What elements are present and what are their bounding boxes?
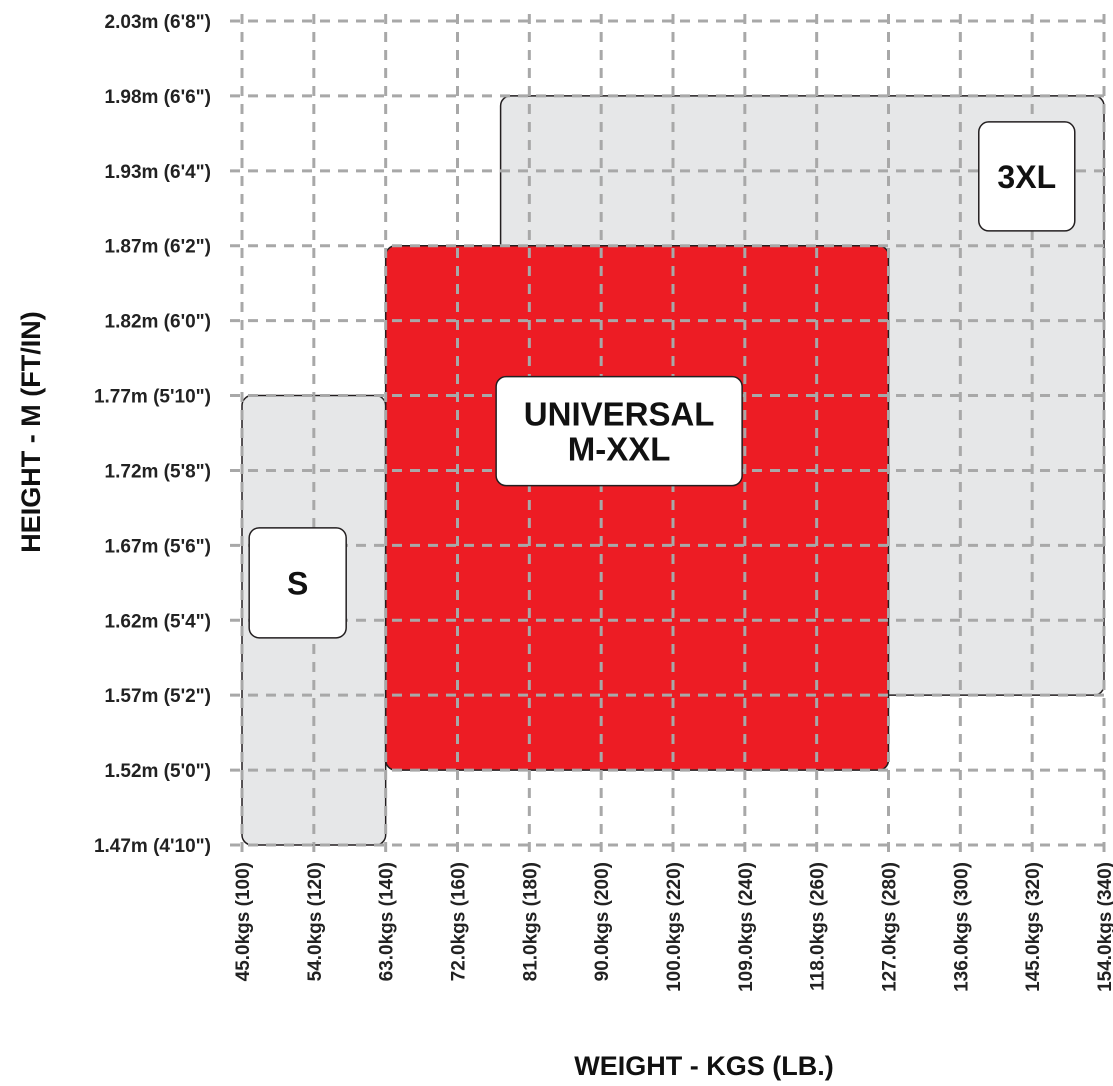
y-tick-label: 1.47m (4'10") (94, 836, 211, 857)
x-tick-label: 90.0kgs (200) (592, 862, 613, 981)
label-box-universal-m-xxl (495, 375, 743, 487)
x-tick-label: 54.0kgs (120) (305, 862, 326, 981)
x-axis-title: WEIGHT - KGS (LB.) (574, 1051, 833, 1081)
region-universal-m-xxl (384, 244, 890, 771)
x-tick-label: 63.0kgs (140) (377, 862, 398, 981)
region-label-s: S (287, 565, 308, 601)
y-tick-label: 2.03m (6'8") (105, 12, 211, 33)
x-tick-label: 136.0kgs (300) (951, 862, 972, 992)
y-tick-label: 1.72m (5'8") (105, 461, 211, 482)
y-tick-label: 1.87m (6'2") (105, 237, 211, 258)
x-tick-label: 145.0kgs (320) (1023, 862, 1044, 992)
x-tick-label: 118.0kgs (260) (808, 862, 829, 991)
label-box-s (248, 527, 347, 639)
y-tick-label: 1.82m (6'0") (105, 312, 211, 333)
x-tick-label: 127.0kgs (280) (880, 862, 901, 992)
y-tick-label: 1.67m (5'6") (105, 536, 211, 557)
x-tick-label: 45.0kgs (100) (233, 862, 254, 981)
region-label-universal-m-xxl-line-1: UNIVERSAL (524, 396, 715, 433)
x-tick-label: 72.0kgs (160) (449, 862, 470, 981)
y-axis-title: HEIGHT - M (FT/IN) (16, 311, 46, 552)
label-box-3xl (978, 121, 1076, 232)
y-tick-label: 1.77m (5'10") (94, 387, 211, 408)
x-tick-label: 154.0kgs (340) (1095, 862, 1113, 992)
y-tick-label: 1.57m (5'2") (105, 686, 211, 707)
y-tick-label: 1.93m (6'4") (105, 162, 211, 183)
x-tick-label: 81.0kgs (180) (520, 862, 541, 981)
x-tick-label: 100.0kgs (220) (664, 862, 685, 992)
y-axis-ticks: 2.03m (6'8") 1.98m (6'6") 1.93m (6'4") 1.87… (94, 12, 211, 857)
y-tick-label: 1.98m (6'6") (105, 87, 211, 108)
x-axis-ticks: 45.0kgs (100) 54.0kgs (120) 63.0kgs (140) 7… (233, 862, 1113, 992)
y-tick-label: 1.62m (5'4") (105, 611, 211, 632)
region-label-3xl: 3XL (997, 159, 1056, 195)
y-tick-label: 1.52m (5'0") (105, 761, 211, 782)
x-tick-label: 109.0kgs (240) (736, 862, 757, 992)
region-label-universal-m-xxl-line-2: M-XXL (568, 430, 671, 467)
